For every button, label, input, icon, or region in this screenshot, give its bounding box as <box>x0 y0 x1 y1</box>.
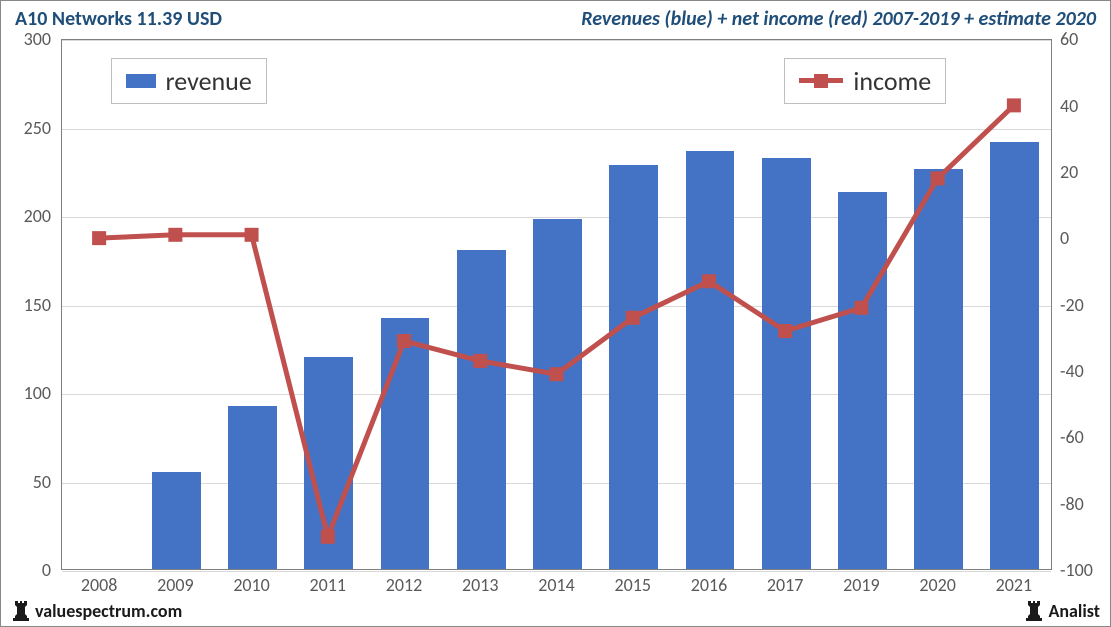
footer-right: Analist <box>1024 599 1100 622</box>
ytick-right: -20 <box>1060 294 1084 316</box>
xtick-label: 2011 <box>290 574 366 596</box>
xtick-label: 2015 <box>595 574 671 596</box>
xtick-label: 2019 <box>823 574 899 596</box>
xtick-label: 2016 <box>671 574 747 596</box>
footer-left-text: valuespectrum.com <box>35 600 182 622</box>
ytick-left: 0 <box>1 559 51 581</box>
legend-income: income <box>784 58 946 104</box>
xtick-label: 2008 <box>61 574 137 596</box>
revenue-bar <box>533 219 582 569</box>
legend-swatch-line <box>799 74 843 88</box>
gridline <box>62 571 1051 572</box>
footer-left: valuespectrum.com <box>11 599 182 622</box>
chart-container: A10 Networks 11.39 USD Revenues (blue) +… <box>0 0 1111 627</box>
ytick-left: 100 <box>1 382 51 404</box>
revenue-bar <box>686 151 735 569</box>
legend-label: revenue <box>166 65 252 97</box>
plot-wrap: 050100150200250300-100-80-60-40-20020406… <box>1 33 1110 600</box>
revenue-bar <box>762 158 811 569</box>
revenue-bar <box>152 472 201 569</box>
ytick-left: 150 <box>1 294 51 316</box>
xtick-label: 2017 <box>747 574 823 596</box>
legend-label: income <box>853 65 931 97</box>
gridline <box>62 40 1051 41</box>
ytick-right: 60 <box>1060 28 1078 50</box>
revenue-bar <box>304 357 353 569</box>
xtick-label: 2020 <box>900 574 976 596</box>
ytick-right: -60 <box>1060 426 1084 448</box>
revenue-bar <box>228 406 277 569</box>
ytick-left: 50 <box>1 471 51 493</box>
ytick-right: 20 <box>1060 161 1078 183</box>
gridline <box>62 129 1051 130</box>
ytick-right: -80 <box>1060 493 1084 515</box>
revenue-bar <box>381 318 430 569</box>
ytick-left: 200 <box>1 205 51 227</box>
xtick-label: 2014 <box>518 574 594 596</box>
legend-swatch-bar <box>126 74 156 88</box>
revenue-bar <box>914 169 963 569</box>
xtick-label: 2013 <box>442 574 518 596</box>
ytick-right: -100 <box>1060 559 1093 581</box>
ytick-right: -40 <box>1060 360 1084 382</box>
legend-revenue: revenue <box>111 58 267 104</box>
revenue-bar <box>457 250 506 569</box>
xtick-label: 2012 <box>366 574 442 596</box>
revenue-bar <box>609 165 658 569</box>
ytick-left: 250 <box>1 117 51 139</box>
ytick-right: 0 <box>1060 227 1069 249</box>
rook-icon <box>1024 599 1044 621</box>
xtick-label: 2021 <box>976 574 1052 596</box>
ytick-right: 40 <box>1060 95 1078 117</box>
revenue-bar <box>838 192 887 569</box>
footer-right-text: Analist <box>1048 600 1100 622</box>
revenue-bar <box>990 142 1039 569</box>
ytick-left: 300 <box>1 28 51 50</box>
xtick-label: 2009 <box>137 574 213 596</box>
plot-area <box>61 39 1052 570</box>
header-row: A10 Networks 11.39 USD Revenues (blue) +… <box>1 1 1110 33</box>
rook-icon <box>11 599 31 621</box>
header-right: Revenues (blue) + net income (red) 2007-… <box>581 7 1096 31</box>
footer-row: valuespectrum.com Analist <box>11 599 1100 622</box>
xtick-label: 2010 <box>213 574 289 596</box>
